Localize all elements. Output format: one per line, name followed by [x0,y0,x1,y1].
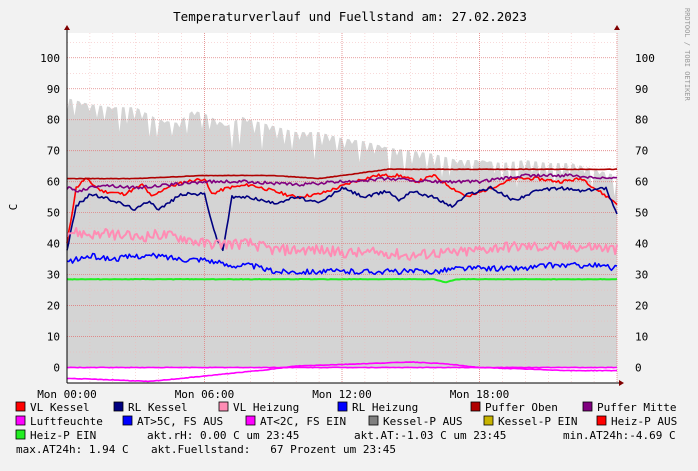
y-tick-label-right: 90 [635,83,648,96]
y-tick-label-right: 0 [635,362,642,375]
legend-swatch-heiz-p-aus [596,415,607,426]
x-axis-arrow [619,380,624,386]
legend-label-vl-heizung: VL Heizung [233,401,299,414]
legend-label-heiz-p-ein: Heiz-P EIN [30,429,96,442]
series-line-puffer-oben [66,168,617,180]
series-line-vl-kessel [66,173,618,244]
y-tick-label-right: 100 [635,52,655,65]
y-tick-label-left: 50 [47,207,60,220]
stat-text: max.AT24h: 1.94 C [16,443,129,456]
legend-swatch-puffer-mitte [582,401,593,412]
x-tick-label: Mon 12:00 [312,388,372,401]
legend-swatch-kessel-p-aus [368,415,379,426]
rrdtool-watermark: RRDTOOL / TOBI OETIKER [683,8,691,102]
legend-swatch-vl-kessel [15,401,26,412]
legend-swatch-puffer-oben [470,401,481,412]
series-line-rl-heizung [66,252,618,276]
y-tick-label-right: 40 [635,238,648,251]
y-tick-label-left: 90 [47,83,60,96]
legend-swatch-vl-heizung [218,401,229,412]
series-line-vl-heizung [66,227,618,261]
y-tick-label-left: 70 [47,145,60,158]
legend-swatch-kessel-p-ein [483,415,494,426]
legend-swatch-at-5c-fs-aus [122,415,133,426]
legend-label-vl-kessel: VL Kessel [30,401,90,414]
series-line-akt-at [66,361,618,383]
x-tick-label: Mon 00:00 [37,388,97,401]
series-line-rl-kessel [66,185,618,252]
legend-label-puffer-oben: Puffer Oben [485,401,558,414]
legend-label-heiz-p-aus: Heiz-P AUS [611,415,677,428]
y-tick-label-left: 30 [47,269,60,282]
series-line-heiz-p-ein [66,278,618,284]
legend-label-kessel-p-ein: Kessel-P EIN [498,415,577,428]
y-axis-arrow [64,25,70,30]
y-tick-label-right: 60 [635,176,648,189]
y-tick-label-right: 80 [635,114,648,127]
y-tick-label-left: 20 [47,300,60,313]
stat-text: akt.rH: 0.00 C um 23:45 [147,429,299,442]
x-tick-label: Mon 18:00 [450,388,510,401]
y-tick-label-right: 10 [635,331,648,344]
series-line-puffer-mitte [66,173,618,193]
y-tick-label-right: 70 [635,145,648,158]
legend-swatch-luftfeuchte [15,415,26,426]
legend-label-rl-kessel: RL Kessel [128,401,188,414]
y-tick-label-left: 0 [53,362,60,375]
legend-label-puffer-mitte: Puffer Mitte [597,401,676,414]
y-tick-label-left: 60 [47,176,60,189]
legend-swatch-heiz-p-ein [15,429,26,440]
y-tick-label-right: 30 [635,269,648,282]
chart-title: Temperaturverlauf und Fuellstand am: 27.… [173,9,527,24]
legend-label-rl-heizung: RL Heizung [352,401,418,414]
y-tick-label-left: 10 [47,331,60,344]
legend-label-kessel-p-aus: Kessel-P AUS [383,415,462,428]
x-tick-label: Mon 06:00 [175,388,235,401]
y-axis-label: C [7,204,20,211]
y-tick-label-left: 80 [47,114,60,127]
stat-text: min.AT24h:-4.69 C [563,429,676,442]
legend-swatch-at-2c-fs-ein [245,415,256,426]
legend-label-luftfeuchte: Luftfeuchte [30,415,103,428]
legend-swatch-rl-kessel [113,401,124,412]
legend-label-at-5c-fs-aus: AT>5C, FS AUS [137,415,223,428]
stat-text: akt.AT:-1.03 C um 23:45 [354,429,506,442]
y-axis-arrow-right [614,25,620,30]
legend-label-at-2c-fs-ein: AT<2C, FS EIN [260,415,346,428]
y-tick-label-left: 100 [40,52,60,65]
y-tick-label-left: 40 [47,238,60,251]
y-tick-label-right: 50 [635,207,648,220]
legend-swatch-rl-heizung [337,401,348,412]
stat-text: akt.Fuellstand: 67 Prozent um 23:45 [151,443,396,456]
y-tick-label-right: 20 [635,300,648,313]
